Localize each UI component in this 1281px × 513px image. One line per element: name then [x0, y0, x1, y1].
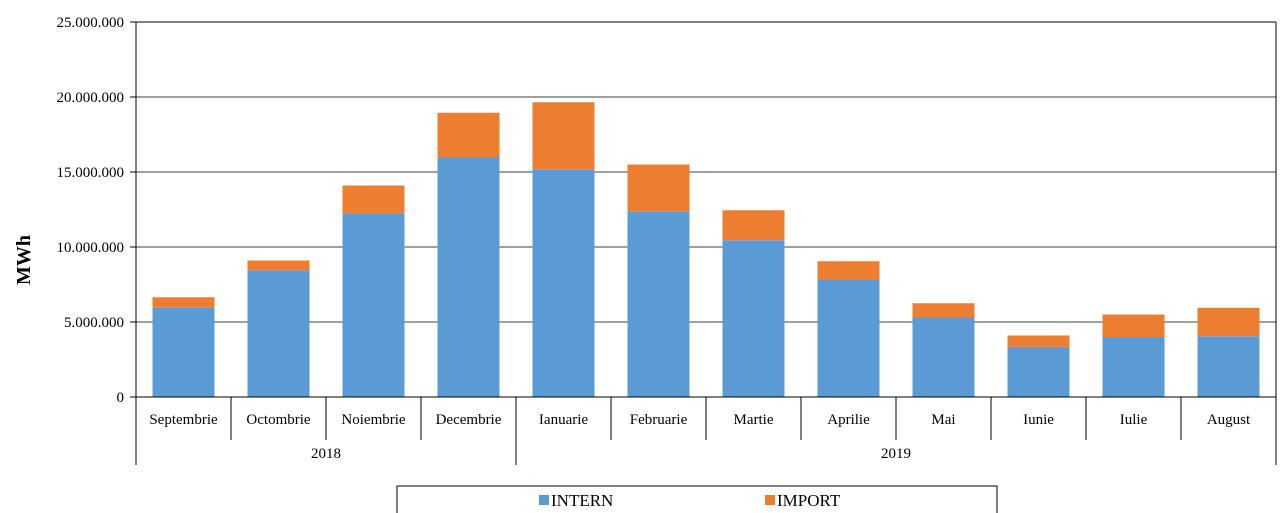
bar-intern-mai	[912, 317, 975, 397]
x-category-label: Ianuarie	[539, 412, 588, 428]
y-tick-label: 0	[117, 390, 125, 406]
legend-label-intern: INTERN	[551, 491, 613, 510]
x-category-label: Februarie	[630, 412, 688, 428]
x-category-label: Noiembrie	[341, 412, 405, 428]
bar-import-aprilie	[817, 261, 880, 280]
bar-intern-noiembrie	[342, 213, 405, 397]
legend-label-import: IMPORT	[777, 491, 841, 510]
bar-intern-august	[1197, 336, 1260, 397]
legend: INTERN IMPORT	[396, 485, 998, 513]
y-tick-label: 25.000.000	[57, 15, 125, 31]
bar-intern-martie	[722, 240, 785, 397]
bar-intern-decembrie	[437, 157, 500, 397]
x-category-label: Septembrie	[149, 412, 218, 428]
legend-box	[396, 485, 998, 513]
bar-import-iunie	[1007, 335, 1070, 347]
x-group-label: 2018	[311, 446, 341, 462]
bar-intern-septembrie	[152, 307, 215, 397]
legend-swatch-import	[765, 495, 775, 505]
bar-import-august	[1197, 307, 1260, 337]
y-tick-label: 5.000.000	[64, 315, 124, 331]
y-tick-label: 10.000.000	[57, 240, 125, 256]
bar-import-iulie	[1102, 314, 1165, 337]
x-category-label: Iulie	[1120, 412, 1148, 428]
x-category-label: Iunie	[1023, 412, 1054, 428]
y-tick-label: 15.000.000	[57, 165, 125, 181]
bar-import-octombrie	[247, 260, 310, 271]
bar-import-mai	[912, 303, 975, 318]
bar-import-noiembrie	[342, 185, 405, 214]
bar-intern-ianuarie	[532, 169, 595, 397]
bar-import-ianuarie	[532, 102, 595, 170]
bar-import-martie	[722, 210, 785, 241]
x-category-label: Mai	[931, 412, 955, 428]
y-axis-label: MWh	[13, 235, 35, 285]
x-category-label: Decembrie	[436, 412, 502, 428]
bar-import-decembrie	[437, 112, 500, 157]
y-tick-labels: 0 5.000.000 10.000.000 15.000.000 20.000.000…	[57, 15, 136, 406]
bar-intern-iunie	[1007, 346, 1070, 397]
x-group-label: 2019	[881, 446, 911, 462]
x-category-label: Martie	[734, 412, 774, 428]
category-axis: Septembrie Octombrie Noiembrie Decembrie Ian…	[135, 397, 1277, 465]
bar-import-septembrie	[152, 297, 215, 308]
bar-intern-aprilie	[817, 280, 880, 397]
bar-import-februarie	[627, 164, 690, 212]
bars	[152, 102, 1260, 397]
x-category-label: Octombrie	[246, 412, 310, 428]
bar-intern-octombrie	[247, 270, 310, 397]
legend-swatch-intern	[539, 495, 549, 505]
x-category-label: Aprilie	[827, 412, 870, 428]
bar-intern-februarie	[627, 211, 690, 397]
bar-intern-iulie	[1102, 337, 1165, 397]
y-tick-label: 20.000.000	[57, 90, 125, 106]
x-category-label: August	[1207, 412, 1251, 428]
